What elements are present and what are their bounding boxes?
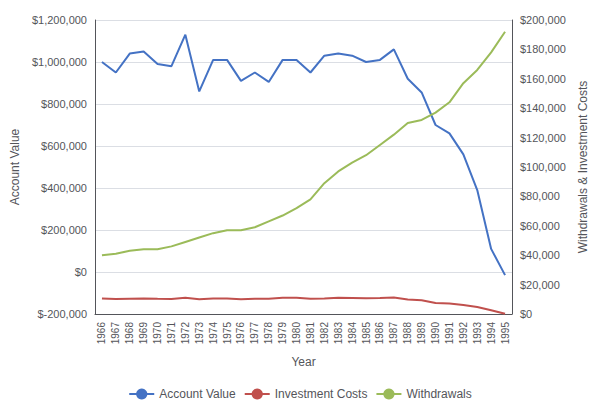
svg-text:1985: 1985 [361, 322, 372, 345]
svg-text:1973: 1973 [194, 322, 205, 345]
svg-text:1976: 1976 [235, 322, 246, 345]
svg-text:1972: 1972 [180, 322, 191, 345]
svg-text:$140,000: $140,000 [520, 102, 566, 114]
svg-text:$40,000: $40,000 [520, 249, 560, 261]
svg-text:1988: 1988 [402, 322, 413, 345]
svg-text:1981: 1981 [305, 322, 316, 345]
svg-text:1991: 1991 [444, 322, 455, 345]
svg-text:1984: 1984 [347, 322, 358, 345]
svg-text:Investment Costs: Investment Costs [275, 387, 368, 401]
svg-text:1994: 1994 [486, 322, 497, 345]
svg-text:1978: 1978 [263, 322, 274, 345]
svg-text:Withdrawals: Withdrawals [406, 387, 471, 401]
svg-text:1993: 1993 [472, 322, 483, 345]
svg-text:$400,000: $400,000 [41, 182, 87, 194]
svg-text:$20,000: $20,000 [520, 279, 560, 291]
svg-text:$0: $0 [75, 266, 87, 278]
svg-text:1971: 1971 [166, 322, 177, 345]
svg-text:$80,000: $80,000 [520, 190, 560, 202]
svg-text:1986: 1986 [374, 322, 385, 345]
svg-text:$600,000: $600,000 [41, 140, 87, 152]
svg-text:1983: 1983 [333, 322, 344, 345]
svg-text:1975: 1975 [222, 322, 233, 345]
svg-text:1974: 1974 [208, 322, 219, 345]
svg-text:$0: $0 [520, 308, 532, 320]
svg-text:$180,000: $180,000 [520, 43, 566, 55]
svg-text:$160,000: $160,000 [520, 73, 566, 85]
svg-text:Account Value: Account Value [159, 387, 236, 401]
svg-text:1992: 1992 [458, 322, 469, 345]
svg-text:Account Value: Account Value [8, 128, 22, 205]
svg-text:1968: 1968 [124, 322, 135, 345]
svg-text:1966: 1966 [96, 322, 107, 345]
svg-text:1982: 1982 [319, 322, 330, 345]
svg-text:Year: Year [291, 355, 315, 369]
svg-text:1979: 1979 [277, 322, 288, 345]
svg-text:1977: 1977 [249, 322, 260, 345]
svg-text:1987: 1987 [388, 322, 399, 345]
svg-text:$100,000: $100,000 [520, 161, 566, 173]
svg-text:1970: 1970 [152, 322, 163, 345]
svg-text:$1,200,000: $1,200,000 [32, 14, 87, 26]
svg-text:Withdrawals & Investment Costs: Withdrawals & Investment Costs [576, 81, 590, 254]
svg-text:$120,000: $120,000 [520, 132, 566, 144]
svg-text:$200,000: $200,000 [520, 14, 566, 26]
svg-text:1980: 1980 [291, 322, 302, 345]
svg-text:1967: 1967 [110, 322, 121, 345]
svg-text:$200,000: $200,000 [41, 224, 87, 236]
svg-text:$60,000: $60,000 [520, 220, 560, 232]
svg-text:1989: 1989 [416, 322, 427, 345]
svg-text:1990: 1990 [430, 322, 441, 345]
svg-text:$800,000: $800,000 [41, 98, 87, 110]
svg-text:1995: 1995 [500, 322, 511, 345]
svg-text:$1,000,000: $1,000,000 [32, 56, 87, 68]
svg-text:1969: 1969 [138, 322, 149, 345]
svg-text:$-200,000: $-200,000 [37, 308, 87, 320]
